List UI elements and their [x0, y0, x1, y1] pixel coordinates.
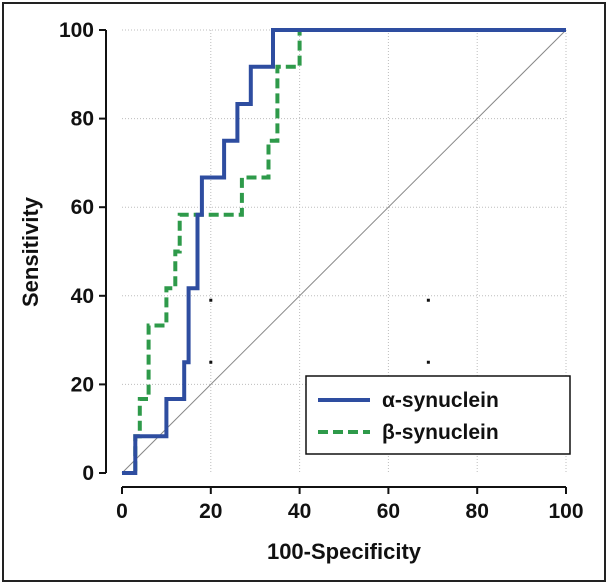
reference-line	[121, 29, 567, 474]
series-line-beta-synuclein	[122, 28, 566, 475]
x-tick-label-0: 0	[116, 500, 128, 523]
legend-label-beta-synuclein: β-synuclein	[382, 421, 499, 444]
y-tick-label-40: 40	[71, 285, 94, 308]
y-tick-label-60: 60	[71, 196, 94, 219]
x-tick-label-100: 100	[548, 500, 583, 523]
y-tick-label-0: 0	[82, 462, 94, 485]
chance-diagonal-line	[121, 29, 567, 474]
annotation-dot-0	[209, 298, 213, 302]
x-tick-label-60: 60	[377, 500, 400, 523]
legend: α-synuclein β-synuclein	[305, 375, 571, 455]
legend-label-alpha-synuclein: α-synuclein	[382, 389, 499, 412]
y-tick-label-80: 80	[71, 108, 94, 131]
annotations	[209, 298, 430, 364]
x-tick-label-40: 40	[288, 500, 311, 523]
series-group	[122, 28, 566, 475]
series-line-alpha-synuclein	[122, 28, 566, 475]
y-tick-label-20: 20	[71, 373, 94, 396]
annotation-dot-3	[426, 360, 430, 364]
legend-box	[305, 375, 571, 455]
y-axis-title: Sensitivity	[18, 196, 43, 307]
annotation-dot-1	[426, 298, 430, 302]
x-axis-title: 100-Specificity	[267, 539, 422, 564]
annotation-dot-2	[209, 360, 213, 364]
ticks: 0 20 40 60 80 100 0 20 40 60 80 100	[59, 19, 584, 523]
x-tick-label-80: 80	[466, 500, 489, 523]
x-tick-label-20: 20	[199, 500, 222, 523]
y-tick-label-100: 100	[59, 19, 94, 42]
